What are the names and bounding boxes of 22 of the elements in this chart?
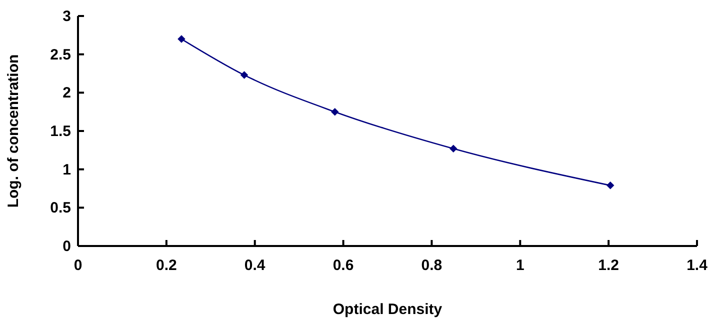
x-tick-label: 1	[516, 257, 524, 274]
point	[450, 144, 458, 153]
y-tick-label: 2	[62, 84, 71, 102]
point	[331, 108, 339, 116]
x-tick-label: 0	[74, 257, 82, 274]
point	[178, 35, 186, 43]
x-tick-label: 0.8	[421, 257, 442, 274]
x-tick-label: 1.2	[598, 257, 619, 274]
y-tick-label: 1.5	[50, 123, 71, 140]
y-tick-label: 3	[62, 8, 71, 25]
x-axis-title: Optical Density	[332, 301, 443, 318]
y-tick-label: 1	[62, 161, 71, 178]
x-tick-label: 0.4	[244, 257, 266, 274]
point	[606, 182, 614, 190]
y-tick-label: 2.5	[50, 46, 71, 64]
y-axis-title: Log. of concentration	[5, 54, 22, 208]
x-tick-label: 0.6	[332, 257, 354, 274]
x-tick-label: 1.4	[686, 257, 708, 274]
y-tick-label: 0.5	[50, 200, 71, 217]
x-tick-label: 0.2	[156, 257, 177, 274]
y-tick-label: 0	[62, 238, 71, 255]
point	[240, 71, 248, 79]
